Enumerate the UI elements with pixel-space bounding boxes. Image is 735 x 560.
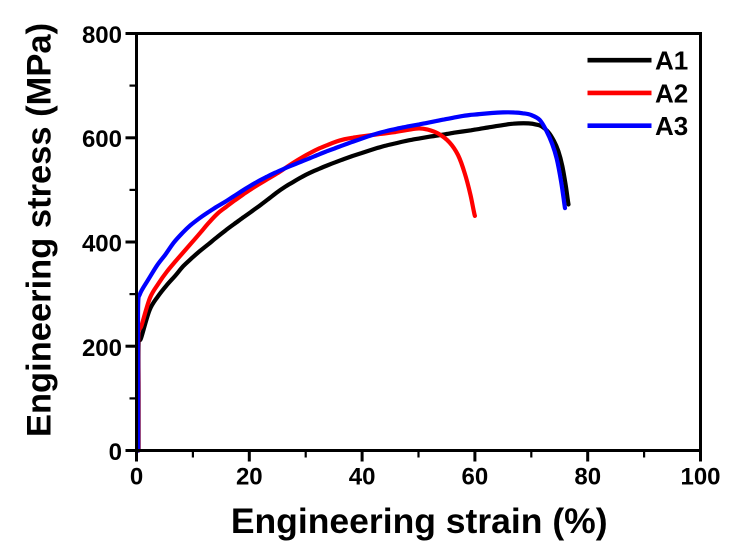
svg-text:100: 100 [680, 464, 720, 491]
svg-text:A3: A3 [655, 111, 688, 141]
svg-text:A1: A1 [655, 46, 688, 76]
svg-text:600: 600 [82, 126, 122, 153]
svg-text:0: 0 [130, 464, 143, 491]
svg-text:800: 800 [82, 22, 122, 49]
svg-text:200: 200 [82, 335, 122, 362]
svg-text:60: 60 [462, 464, 489, 491]
svg-text:Engineering stress (MPa): Engineering stress (MPa) [21, 23, 59, 437]
svg-text:20: 20 [236, 464, 263, 491]
svg-text:80: 80 [574, 464, 601, 491]
svg-text:400: 400 [82, 231, 122, 258]
svg-text:0: 0 [109, 439, 122, 466]
svg-text:A2: A2 [655, 78, 688, 108]
svg-text:Engineering strain (%): Engineering strain (%) [231, 501, 608, 541]
svg-text:40: 40 [349, 464, 376, 491]
